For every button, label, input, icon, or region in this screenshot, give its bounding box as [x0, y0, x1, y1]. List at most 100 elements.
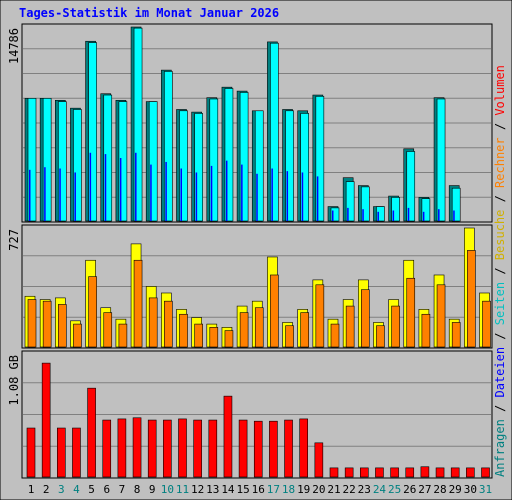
bar-rechner-day-4 — [73, 323, 82, 348]
bar-rechner-day-5 — [88, 276, 97, 348]
x-tick-label-day-11: 11 — [176, 483, 189, 496]
x-tick-label-day-2: 2 — [43, 483, 50, 496]
bar-volumen-day-7 — [117, 418, 127, 478]
bar-seiten-day-16 — [256, 173, 258, 221]
legend-part-2: Dateien — [493, 347, 507, 398]
bar-volumen-day-8 — [132, 417, 142, 478]
bar-dateien-day-7 — [118, 101, 128, 222]
bar-rechner-day-25 — [391, 305, 400, 348]
bar-rechner-day-13 — [209, 327, 219, 348]
bar-seiten-day-23 — [362, 209, 364, 221]
panel-volume: 1.08 GB — [7, 350, 493, 479]
bar-rechner-day-21 — [330, 323, 340, 348]
legend-part-5: / — [493, 260, 507, 282]
bar-dateien-day-21 — [330, 207, 340, 222]
bar-rechner-day-26 — [406, 277, 416, 348]
bar-dateien-day-17 — [270, 42, 279, 222]
bar-rechner-day-3 — [57, 304, 67, 348]
bar-volumen-day-26 — [405, 467, 415, 478]
bar-rechner-day-18 — [285, 325, 294, 348]
y-max-label: 1.08 GB — [7, 355, 21, 406]
bar-dateien-day-3 — [57, 101, 67, 222]
x-tick-label-day-4: 4 — [73, 483, 80, 496]
legend-part-1: / — [493, 398, 507, 420]
bar-seiten-day-15 — [241, 164, 243, 221]
bar-rechner-day-1 — [27, 299, 37, 348]
bar-rechner-day-11 — [179, 313, 188, 348]
x-tick-label-day-5: 5 — [88, 483, 95, 496]
bar-rechner-day-14 — [224, 330, 234, 348]
bar-volumen-day-19 — [299, 418, 309, 478]
bar-dateien-day-12 — [194, 113, 203, 222]
bar-dateien-day-23 — [360, 186, 370, 222]
bar-rechner-day-2 — [42, 300, 52, 348]
bar-volumen-day-11 — [178, 418, 187, 478]
bar-volumen-day-9 — [147, 419, 157, 478]
x-tick-label-day-30: 30 — [464, 483, 477, 496]
bar-seiten-day-22 — [347, 207, 349, 221]
legend-part-10: Volumen — [493, 65, 507, 116]
bar-dateien-day-19 — [300, 113, 310, 222]
x-tick-label-day-27: 27 — [418, 483, 431, 496]
bar-seiten-day-17 — [271, 168, 273, 221]
bar-dateien-day-29 — [451, 187, 461, 222]
bar-volumen-day-31 — [481, 467, 490, 478]
x-tick-label-day-8: 8 — [134, 483, 141, 496]
x-tick-label-day-9: 9 — [149, 483, 156, 496]
bar-volumen-day-3 — [56, 427, 66, 478]
bar-dateien-day-6 — [103, 94, 113, 222]
legend-part-9: / — [493, 116, 507, 138]
bar-volumen-day-20 — [314, 442, 324, 478]
x-tick-label-day-17: 17 — [267, 483, 280, 496]
bar-seiten-day-25 — [392, 210, 395, 221]
x-tick-label-day-6: 6 — [103, 483, 110, 496]
x-tick-label-day-15: 15 — [236, 483, 249, 496]
bar-dateien-day-9 — [148, 101, 158, 222]
x-tick-label-day-7: 7 — [119, 483, 126, 496]
bar-rechner-day-16 — [254, 307, 264, 348]
bar-seiten-day-26 — [407, 207, 410, 221]
bar-seiten-day-14 — [225, 160, 228, 221]
bar-seiten-day-10 — [165, 161, 167, 221]
bar-seiten-day-8 — [135, 152, 137, 221]
bar-seiten-day-1 — [29, 169, 31, 221]
bar-seiten-day-28 — [438, 209, 440, 221]
bar-dateien-day-8 — [133, 27, 143, 222]
bar-rechner-day-12 — [194, 323, 203, 348]
x-tick-label-day-14: 14 — [221, 483, 235, 496]
series-legend: Anfragen / Dateien / Seiten / Besuche / … — [493, 65, 507, 477]
bar-seiten-day-3 — [59, 168, 61, 221]
bar-dateien-day-1 — [27, 98, 37, 222]
x-tick-label-day-19: 19 — [297, 483, 310, 496]
legend-part-0: Anfragen — [493, 419, 507, 477]
bar-seiten-day-29 — [453, 210, 455, 221]
bar-volumen-day-25 — [390, 467, 399, 478]
bar-seiten-day-11 — [180, 168, 182, 221]
bar-rechner-day-10 — [164, 300, 173, 348]
bar-rechner-day-8 — [133, 259, 143, 348]
bar-seiten-day-13 — [210, 165, 213, 221]
bar-seiten-day-21 — [332, 210, 334, 221]
bar-seiten-day-5 — [89, 152, 92, 221]
x-tick-label-day-13: 13 — [206, 483, 219, 496]
bar-rechner-day-17 — [270, 274, 279, 348]
bar-seiten-day-4 — [74, 172, 76, 221]
x-tick-label-day-20: 20 — [312, 483, 325, 496]
bar-dateien-day-10 — [164, 71, 173, 222]
bar-dateien-day-16 — [254, 110, 264, 222]
bar-seiten-day-20 — [316, 176, 319, 221]
bar-seiten-day-7 — [119, 158, 122, 221]
bar-seiten-day-27 — [422, 211, 425, 221]
bar-volumen-day-10 — [163, 419, 172, 478]
bar-dateien-day-11 — [179, 110, 188, 222]
x-tick-label-day-16: 16 — [252, 483, 265, 496]
legend-part-4: Seiten — [493, 282, 507, 325]
bar-seiten-day-9 — [150, 164, 152, 221]
bar-seiten-day-24 — [377, 211, 379, 221]
bar-volumen-day-21 — [329, 467, 339, 478]
bar-dateien-day-24 — [376, 206, 385, 222]
bar-volumen-day-27 — [420, 466, 430, 478]
x-tick-label-day-25: 25 — [388, 483, 401, 496]
bar-rechner-day-6 — [103, 312, 113, 348]
